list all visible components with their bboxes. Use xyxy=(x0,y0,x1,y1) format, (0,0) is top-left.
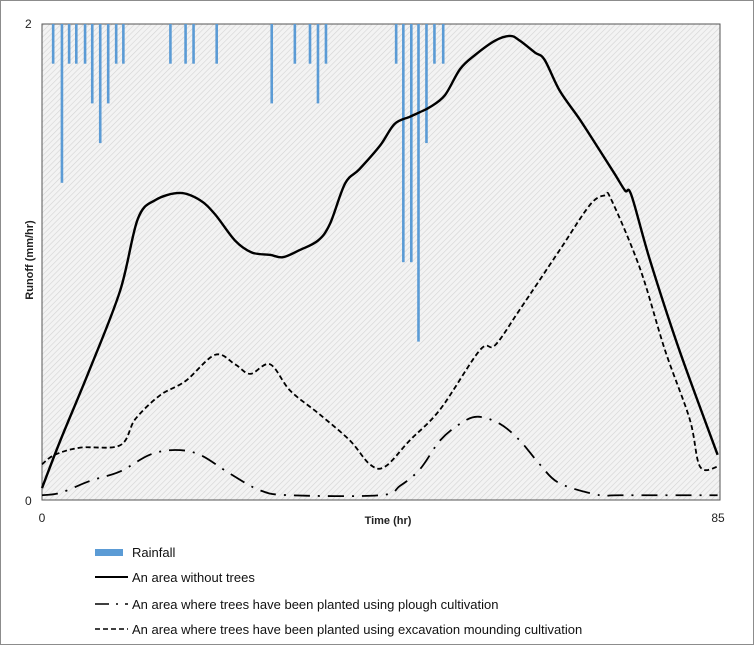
rainfall-bar xyxy=(215,24,218,64)
legend-label-mounding: An area where trees have been planted us… xyxy=(132,622,582,637)
series-line-solid xyxy=(40,34,719,489)
plot-area xyxy=(41,23,721,501)
rainfall-bar xyxy=(51,24,55,64)
rainfall-bar xyxy=(83,24,87,64)
series-line-dashdot xyxy=(41,415,718,498)
legend-label-plough: An area where trees have been planted us… xyxy=(132,597,498,612)
legend-swatch-rainfall xyxy=(95,549,123,556)
rainfall-bar xyxy=(270,24,274,104)
legend-label-no-trees: An area without trees xyxy=(132,570,255,585)
y-axis-label: Runoff (mm/hr) xyxy=(24,220,36,300)
rainfall-bar xyxy=(293,24,297,64)
rainfall-bar xyxy=(324,24,328,64)
rainfall-bar xyxy=(122,24,125,64)
rainfall-bar xyxy=(433,24,436,64)
y-tick-2: 2 xyxy=(25,17,32,31)
x-tick-0: 0 xyxy=(39,511,46,525)
rainfall-bar xyxy=(192,24,195,64)
rainfall-bar xyxy=(441,24,445,64)
rainfall-bar xyxy=(417,24,420,342)
rainfall-bar xyxy=(394,24,398,64)
rainfall-bar xyxy=(90,24,94,104)
rainfall-bar xyxy=(316,24,320,104)
rainfall-bar xyxy=(402,24,405,263)
rainfall-bar xyxy=(98,24,102,144)
series-line-dashed xyxy=(41,191,718,472)
rainfall-bar xyxy=(169,24,172,64)
rainfall-bar xyxy=(410,24,413,263)
rainfall-bar xyxy=(74,24,78,64)
rainfall-bar xyxy=(308,24,312,64)
x-axis-label: Time (hr) xyxy=(365,515,412,527)
y-tick-0: 0 xyxy=(25,494,32,508)
series-lines xyxy=(40,34,719,498)
x-tick-85: 85 xyxy=(711,511,725,525)
rainfall-bar xyxy=(60,24,64,183)
rainfall-bar xyxy=(67,24,71,64)
rainfall-bar xyxy=(114,24,118,64)
legend: Rainfall An area without trees An area w… xyxy=(95,545,582,637)
rainfall-bar xyxy=(106,24,110,104)
rainfall-bar xyxy=(425,24,428,144)
rainfall-bar xyxy=(184,24,187,64)
rainfall-bars xyxy=(51,24,445,342)
legend-label-rainfall: Rainfall xyxy=(132,545,175,560)
